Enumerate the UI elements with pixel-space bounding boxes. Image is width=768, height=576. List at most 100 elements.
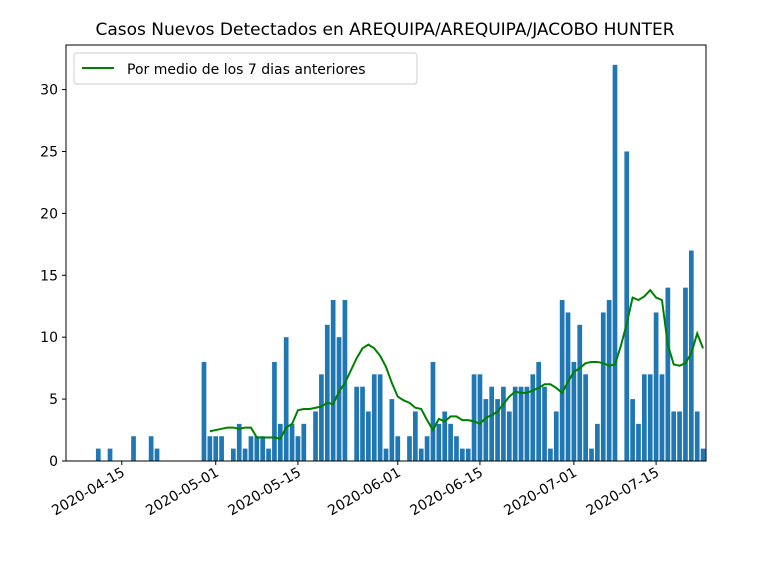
bar	[694, 411, 700, 461]
bar	[377, 374, 383, 461]
bar	[624, 151, 630, 462]
y-tick-label: 25	[40, 144, 58, 160]
bar	[424, 436, 430, 461]
bar	[501, 386, 506, 461]
legend-label: Por medio de los 7 dias anteriores	[127, 62, 366, 78]
bar	[542, 386, 547, 461]
y-tick-label: 15	[40, 268, 58, 284]
bar	[600, 312, 606, 461]
bar	[483, 399, 489, 461]
bar	[612, 64, 618, 461]
bar	[242, 448, 248, 461]
bar	[360, 386, 365, 461]
bar	[383, 448, 389, 461]
bar	[219, 436, 224, 461]
bar	[436, 423, 442, 461]
bar	[700, 448, 706, 461]
bar	[430, 361, 436, 461]
bar	[371, 374, 377, 461]
bar	[330, 300, 336, 461]
bar	[295, 436, 301, 461]
bar	[530, 374, 536, 461]
bar	[272, 361, 277, 461]
bar	[407, 436, 412, 461]
bar	[471, 374, 477, 461]
bar	[465, 448, 471, 461]
bar	[454, 436, 459, 461]
bar	[131, 436, 136, 461]
bar	[154, 448, 160, 461]
bar	[395, 436, 401, 461]
bar	[506, 411, 512, 461]
bar	[559, 300, 565, 461]
bar	[366, 411, 371, 461]
bar	[201, 361, 207, 461]
bar	[524, 386, 530, 461]
legend: Por medio de los 7 dias anteriores	[73, 52, 418, 85]
bar	[389, 399, 395, 461]
x-tick-label: 2020-06-15	[407, 465, 485, 520]
bar	[683, 287, 688, 461]
bar	[236, 423, 242, 461]
bar	[642, 374, 647, 461]
bar	[324, 324, 330, 461]
bar	[548, 448, 553, 461]
legend-box	[73, 52, 418, 85]
bar	[107, 448, 113, 461]
bar	[512, 386, 518, 461]
bar	[442, 411, 448, 461]
x-tick-label: 2020-07-01	[501, 465, 579, 520]
bar	[536, 361, 542, 461]
y-tick-label: 5	[49, 392, 58, 408]
x-tick-label: 2020-05-15	[225, 465, 303, 520]
bar	[342, 300, 348, 461]
bar	[688, 250, 694, 461]
bar	[653, 312, 659, 461]
bar	[577, 324, 583, 461]
bar	[595, 423, 600, 461]
bar	[413, 411, 418, 461]
bar	[283, 337, 289, 461]
bar	[677, 411, 682, 461]
y-tick-label: 0	[49, 454, 58, 470]
plot-frame	[65, 44, 707, 462]
bar	[459, 448, 465, 461]
bar	[319, 374, 324, 461]
bar	[230, 448, 236, 461]
bar	[213, 436, 219, 461]
bar	[354, 386, 359, 461]
bar	[647, 374, 653, 461]
bar	[248, 436, 254, 461]
bars-layer	[95, 64, 706, 462]
bar	[266, 448, 271, 461]
bar	[495, 399, 500, 461]
bar	[489, 386, 495, 461]
bar	[518, 386, 524, 461]
bar	[571, 361, 577, 461]
bar	[301, 423, 307, 461]
chart-title: Casos Nuevos Detectados en AREQUIPA/AREQ…	[95, 20, 674, 40]
bar	[336, 337, 342, 461]
bar	[589, 448, 594, 461]
bar	[630, 399, 635, 461]
bar	[277, 423, 283, 461]
y-tick-label: 10	[40, 330, 58, 346]
line-layer	[209, 288, 704, 440]
bar	[148, 436, 154, 461]
bar	[583, 374, 588, 461]
x-tick-label: 2020-05-01	[143, 465, 221, 520]
bar	[671, 411, 677, 461]
bar	[606, 300, 612, 461]
bar	[565, 312, 571, 461]
series-line	[209, 288, 704, 440]
bar	[418, 448, 424, 461]
bar	[477, 374, 483, 461]
bar	[665, 287, 671, 461]
bar	[260, 436, 266, 461]
bar	[254, 436, 260, 461]
bar	[95, 448, 101, 461]
bar	[553, 411, 559, 461]
y-tick-label: 20	[40, 206, 58, 222]
